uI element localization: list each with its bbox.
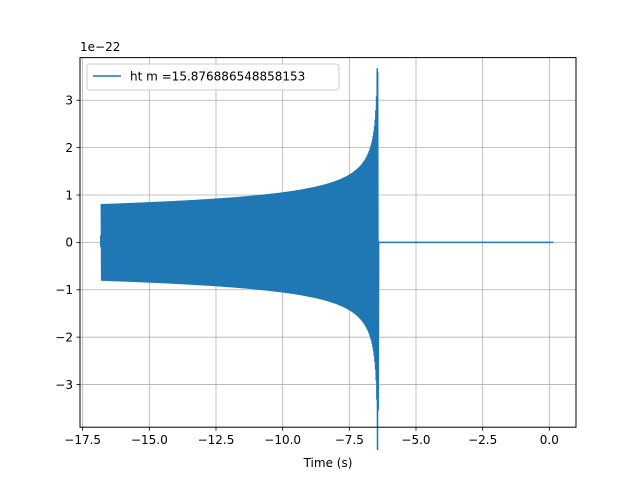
x-tick-label: −12.5 bbox=[198, 433, 235, 447]
x-tick-label: 0.0 bbox=[540, 433, 559, 447]
y-tick-label: 0 bbox=[65, 236, 73, 250]
y-axis-ticks: −3 −2 −1 0 1 2 3 bbox=[55, 94, 80, 392]
legend-entry-label: ht m =15.876886548858153 bbox=[130, 70, 305, 84]
y-scale-offset-label: 1e−22 bbox=[80, 40, 120, 54]
x-tick-label: −17.5 bbox=[64, 433, 101, 447]
legend: ht m =15.876886548858153 bbox=[86, 63, 340, 91]
x-axis-label: Time (s) bbox=[303, 456, 353, 470]
legend-box bbox=[86, 63, 340, 91]
series-group bbox=[100, 68, 554, 450]
series-line-ht bbox=[100, 68, 554, 450]
y-tick-label: −3 bbox=[55, 378, 73, 392]
x-tick-label: −5.0 bbox=[401, 433, 430, 447]
x-tick-label: −15.0 bbox=[131, 433, 168, 447]
y-tick-label: −1 bbox=[55, 283, 73, 297]
y-tick-label: 1 bbox=[65, 188, 73, 202]
y-tick-label: −2 bbox=[55, 330, 73, 344]
x-axis-ticks: −17.5 −15.0 −12.5 −10.0 −7.5 −5.0 −2.5 0.0 bbox=[64, 427, 559, 447]
x-tick-label: −7.5 bbox=[335, 433, 364, 447]
x-tick-label: −2.5 bbox=[468, 433, 497, 447]
y-tick-label: 3 bbox=[65, 94, 73, 108]
x-tick-label: −10.0 bbox=[264, 433, 301, 447]
y-tick-label: 2 bbox=[65, 141, 73, 155]
